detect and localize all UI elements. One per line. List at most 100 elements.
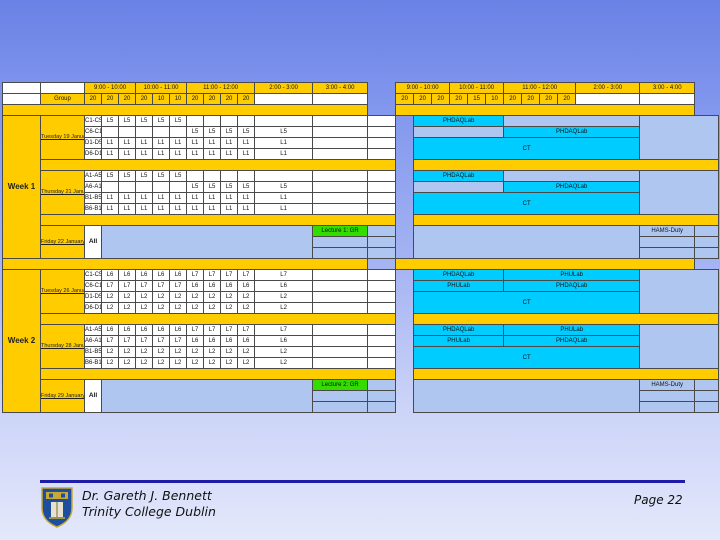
lab-cell: L5	[135, 115, 154, 127]
lecture-block: Lecture 2: GR	[312, 379, 369, 391]
table-row: C6-C10L5L5L5L5L5PHDAQLab	[3, 126, 719, 138]
lab-cell: L2	[117, 291, 137, 303]
lab-cell: L2	[169, 302, 188, 314]
group-size: 20	[521, 93, 541, 105]
lab-cell	[101, 181, 119, 193]
lab-cell: L1	[101, 148, 119, 160]
table-row: Friday 29 January All Lecture 2: GR HAMS-Du…	[3, 379, 719, 413]
lab-cell	[203, 170, 222, 182]
lab-cell: L1	[220, 148, 239, 160]
group-size: 20	[431, 93, 451, 105]
schedule-block: CT	[413, 346, 641, 369]
page-number: Page 22	[634, 493, 683, 507]
lab-cell	[101, 126, 119, 138]
lab-cell: L1	[186, 192, 205, 204]
duty-block: HAMS-Duty	[639, 225, 696, 237]
lab-cell: L6	[186, 280, 205, 292]
table-row	[3, 390, 719, 402]
lab-cell: L2	[203, 346, 222, 358]
group-cell: B1-B5	[84, 192, 102, 204]
day-label: Friday 22 January	[40, 225, 85, 259]
lab-cell: L2	[169, 346, 188, 358]
all-groups-cell: All	[84, 379, 102, 413]
time-slot-3-right: 11:00 - 12:00	[503, 82, 577, 94]
lab-cell: L2	[101, 302, 119, 314]
lab-cell: L1	[101, 192, 119, 204]
lab-cell: L6	[186, 335, 205, 347]
lab-cell: L2	[152, 346, 171, 358]
lab-cell: L7	[169, 280, 188, 292]
lab-cell: L1	[135, 203, 154, 215]
schedule-block: PHDAQLab	[413, 324, 505, 336]
table-row: B1-B5 L2 L2 L2 L2 L2 L2 L2 L2 L2 L2 CT	[3, 346, 719, 369]
table-row: B6-B10L2L2L2L2L2L2L2L2L2L2	[3, 357, 719, 369]
lab-cell: L7	[135, 335, 154, 347]
schedule-block: PHDAQLab	[503, 181, 641, 193]
lab-cell: L5	[169, 170, 188, 182]
group-size: 20	[539, 93, 559, 105]
time-slot-5: 3:00 - 4:00	[312, 82, 369, 94]
lab-cell	[237, 115, 256, 127]
college-crest-icon	[41, 487, 73, 528]
lab-cell: L1	[117, 148, 137, 160]
table-row	[3, 247, 719, 259]
lab-cell: L1	[186, 148, 205, 160]
lab-cell: L7	[186, 324, 205, 336]
group-cell: C1-C5	[84, 269, 102, 281]
table-row: D6-D10L2L2L2L2L2L2L2L2L2L2	[3, 302, 719, 314]
schedule-block: PHULab	[413, 335, 505, 347]
institution-name: Trinity College Dublin	[82, 504, 216, 519]
lab-cell	[237, 170, 256, 182]
lab-cell: L2	[101, 291, 119, 303]
lab-cell: L1	[152, 137, 171, 149]
timetable: 9:00 - 10:00 10:00 - 11:00 11:00 - 12:00…	[1, 82, 719, 413]
group-cell: A1-A5	[84, 324, 102, 336]
lab-cell: L1	[135, 192, 154, 204]
lab-cell: L2	[254, 291, 314, 303]
lab-cell	[169, 126, 188, 138]
lab-cell: L6	[237, 335, 256, 347]
lecture-block: Lecture 1: GR	[312, 225, 369, 237]
lab-cell: L5	[254, 181, 314, 193]
lab-cell: L1	[101, 203, 119, 215]
lab-cell: L5	[152, 170, 171, 182]
group-size: 20	[84, 93, 102, 105]
group-size: 20	[135, 93, 154, 105]
time-slot-2: 10:00 - 11:00	[135, 82, 188, 94]
lab-cell: L1	[169, 148, 188, 160]
lab-cell: L5	[237, 181, 256, 193]
lab-cell: L6	[152, 269, 171, 281]
lab-cell: L5	[152, 115, 171, 127]
lab-cell: L2	[237, 357, 256, 369]
lab-cell	[220, 170, 239, 182]
lab-cell: L6	[135, 269, 154, 281]
lab-cell: L6	[203, 335, 222, 347]
lab-cell: L2	[169, 357, 188, 369]
author-name: Dr. Gareth J. Bennett	[82, 488, 212, 503]
lab-cell: L5	[117, 115, 137, 127]
lab-cell: L1	[203, 148, 222, 160]
lab-cell	[135, 181, 154, 193]
week-label: Week 2	[2, 269, 41, 413]
lab-cell: L2	[186, 302, 205, 314]
table-row: D1-D5 L1 L1 L1 L1 L1 L1 L1 L1 L1 L1 CT	[3, 137, 719, 160]
day-label: Friday 29 January	[40, 379, 85, 413]
lab-cell: L2	[117, 357, 137, 369]
lab-cell: L1	[203, 203, 222, 215]
schedule-block: PHULab	[503, 324, 641, 336]
lab-cell: L1	[152, 192, 171, 204]
lab-cell: L5	[220, 126, 239, 138]
lab-cell: L2	[135, 357, 154, 369]
lab-cell: L7	[101, 335, 119, 347]
lab-cell: L7	[254, 324, 314, 336]
table-row: B6-B10L1L1L1L1L1L1L1L1L1L1	[3, 203, 719, 215]
lab-cell: L1	[135, 137, 154, 149]
group-cell: A1-A5	[84, 170, 102, 182]
group-cell: A6-A10	[84, 335, 102, 347]
lab-cell: L7	[117, 335, 137, 347]
lab-cell: L6	[101, 269, 119, 281]
table-row: Thursday 28 JanuaryA1-A5L6L6L6L6L6L7L7L7…	[3, 324, 719, 369]
group-size: 20	[117, 93, 137, 105]
